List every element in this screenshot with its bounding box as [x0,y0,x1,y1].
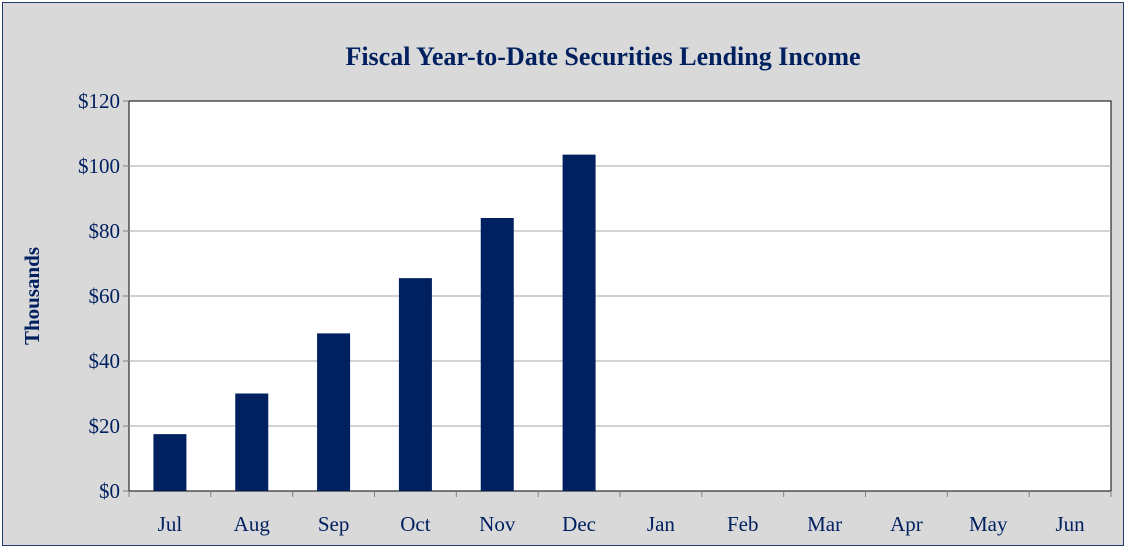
x-tick-label: Jun [1055,512,1085,536]
x-tick-label: Mar [807,512,842,536]
bar-layer [153,154,596,491]
y-tick-label: $100 [78,154,120,178]
bar-sep [317,333,351,491]
y-tick-label: $20 [89,414,121,438]
chart-title: Fiscal Year-to-Date Securities Lending I… [345,42,860,71]
x-tick-label: Jul [158,512,183,536]
bar-dec [562,154,596,491]
bar-jul [153,434,187,491]
x-tick-label: Oct [400,512,430,536]
y-tick-label: $60 [89,284,121,308]
x-tick-label: Jan [647,512,675,536]
x-tick-label: Sep [318,512,350,536]
x-tick-label: Apr [890,512,923,536]
x-tick-label: Aug [234,512,271,536]
bar-oct [398,278,432,491]
y-tick-label: $120 [78,89,120,113]
axis-layer: $0 $20 $40 $60 $80 $100 $120 Jul Aug Sep Oct Nov Dec… [78,89,1112,536]
y-tick-label: $0 [99,479,120,503]
y-tick-label: $40 [89,349,121,373]
x-tick-label: Dec [562,512,596,536]
y-tick-label: $80 [89,219,121,243]
bar-aug [235,393,269,491]
y-axis-label: Thousands [20,247,44,345]
x-tick-label: Feb [727,512,759,536]
bar-nov [480,218,514,491]
grid-layer [129,165,1111,427]
x-tick-label: May [969,512,1008,536]
x-tick-label: Nov [479,512,516,536]
